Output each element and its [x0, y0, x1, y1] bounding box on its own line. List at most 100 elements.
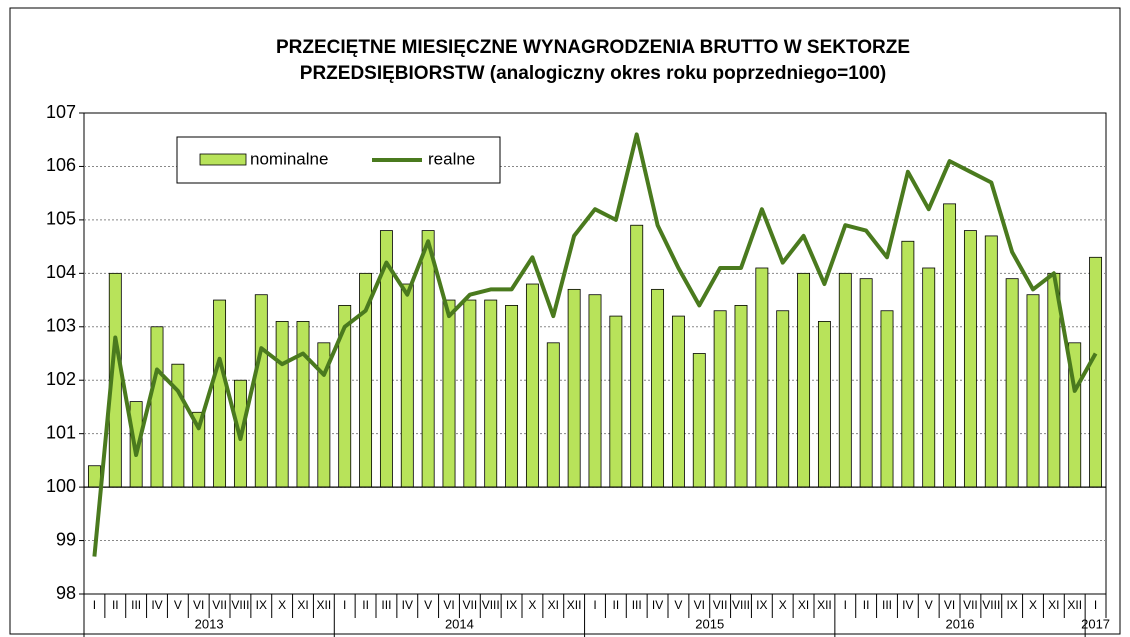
x-tick-label: XII — [1067, 598, 1082, 612]
x-tick-label: VII — [963, 598, 978, 612]
x-tick-label: I — [593, 598, 596, 612]
bar — [296, 321, 310, 488]
bar — [692, 353, 706, 488]
y-tick-label: 103 — [46, 316, 76, 336]
y-tick-label: 99 — [56, 529, 76, 549]
x-tick-label: VI — [443, 598, 454, 612]
x-tick-label: V — [674, 598, 682, 612]
x-tick-label: II — [613, 598, 620, 612]
x-tick-label: II — [112, 598, 119, 612]
y-tick-label: 107 — [46, 102, 76, 122]
bar — [963, 230, 977, 488]
x-tick-label: VI — [694, 598, 705, 612]
x-tick-label: VIII — [482, 598, 500, 612]
x-tick-label: III — [381, 598, 391, 612]
y-tick-label: 105 — [46, 209, 76, 229]
x-tick-label: XII — [817, 598, 832, 612]
x-tick-label: III — [882, 598, 892, 612]
x-tick-label: XI — [548, 598, 559, 612]
legend-label: realne — [428, 149, 475, 168]
bar — [463, 299, 477, 488]
x-tick-label: I — [343, 598, 346, 612]
x-tick-label: IX — [506, 598, 517, 612]
x-tick-label: XI — [1048, 598, 1059, 612]
y-tick-label: 98 — [56, 583, 76, 603]
bar — [734, 304, 748, 488]
x-tick-label: VI — [944, 598, 955, 612]
x-tick-label: I — [93, 598, 96, 612]
bar — [671, 315, 685, 488]
group-label: 2015 — [695, 616, 724, 631]
bar — [150, 326, 164, 488]
bar — [525, 283, 539, 488]
x-tick-label: IV — [902, 598, 913, 612]
group-label: 2016 — [946, 616, 975, 631]
bar — [87, 465, 101, 488]
bar — [588, 294, 602, 488]
x-tick-label: IX — [756, 598, 767, 612]
x-tick-label: III — [632, 598, 642, 612]
bar — [713, 310, 727, 488]
legend-label: nominalne — [250, 149, 328, 168]
bar — [1089, 256, 1103, 488]
bar — [505, 304, 519, 488]
chart-title: PRZEDSIĘBIORSTW (analogiczny okres roku … — [300, 63, 886, 84]
x-tick-label: VII — [713, 598, 728, 612]
x-tick-label: IV — [402, 598, 413, 612]
x-tick-label: XI — [297, 598, 308, 612]
group-label: 2014 — [445, 616, 474, 631]
bar — [880, 310, 894, 488]
x-tick-label: XI — [798, 598, 809, 612]
bar — [254, 294, 268, 488]
x-tick-label: I — [1094, 598, 1097, 612]
bar — [838, 272, 852, 488]
bar — [546, 342, 560, 488]
bar — [567, 288, 581, 488]
x-tick-label: X — [1029, 598, 1037, 612]
x-tick-label: V — [925, 598, 933, 612]
bar — [609, 315, 623, 488]
x-tick-label: V — [174, 598, 182, 612]
bar — [630, 224, 644, 488]
bar — [817, 321, 831, 488]
line — [92, 132, 1098, 557]
y-tick-label: 102 — [46, 369, 76, 389]
bar — [797, 272, 811, 488]
bar — [442, 299, 456, 488]
y-tick-label: 100 — [46, 476, 76, 496]
x-tick-label: XII — [317, 598, 332, 612]
bar — [859, 278, 873, 488]
x-tick-label: III — [131, 598, 141, 612]
x-tick-label: X — [528, 598, 536, 612]
bar — [400, 283, 414, 488]
x-tick-label: IX — [256, 598, 267, 612]
bar — [1026, 294, 1040, 488]
bar — [922, 267, 936, 488]
bar — [171, 363, 185, 488]
y-tick-label: 106 — [46, 155, 76, 175]
x-tick-label: VII — [212, 598, 227, 612]
bar — [651, 288, 665, 488]
bar — [421, 230, 435, 488]
group-label: 2017 — [1081, 616, 1110, 631]
group-label: 2013 — [195, 616, 224, 631]
x-tick-label: VIII — [231, 598, 249, 612]
bar — [943, 203, 957, 488]
bar — [275, 321, 289, 488]
x-tick-label: VII — [463, 598, 478, 612]
y-tick-label: 104 — [46, 262, 76, 282]
x-tick-label: IV — [652, 598, 663, 612]
legend-swatch — [199, 153, 247, 166]
bar — [776, 310, 790, 488]
bar — [901, 240, 915, 488]
bar — [755, 267, 769, 488]
bar — [984, 235, 998, 488]
x-tick-label: VIII — [732, 598, 750, 612]
chart-title: PRZECIĘTNE MIESIĘCZNE WYNAGRODZENIA BRUT… — [276, 37, 910, 58]
x-tick-label: IX — [1006, 598, 1017, 612]
bar — [213, 299, 227, 488]
x-tick-label: VIII — [982, 598, 1000, 612]
x-tick-label: VI — [193, 598, 204, 612]
x-tick-label: I — [844, 598, 847, 612]
